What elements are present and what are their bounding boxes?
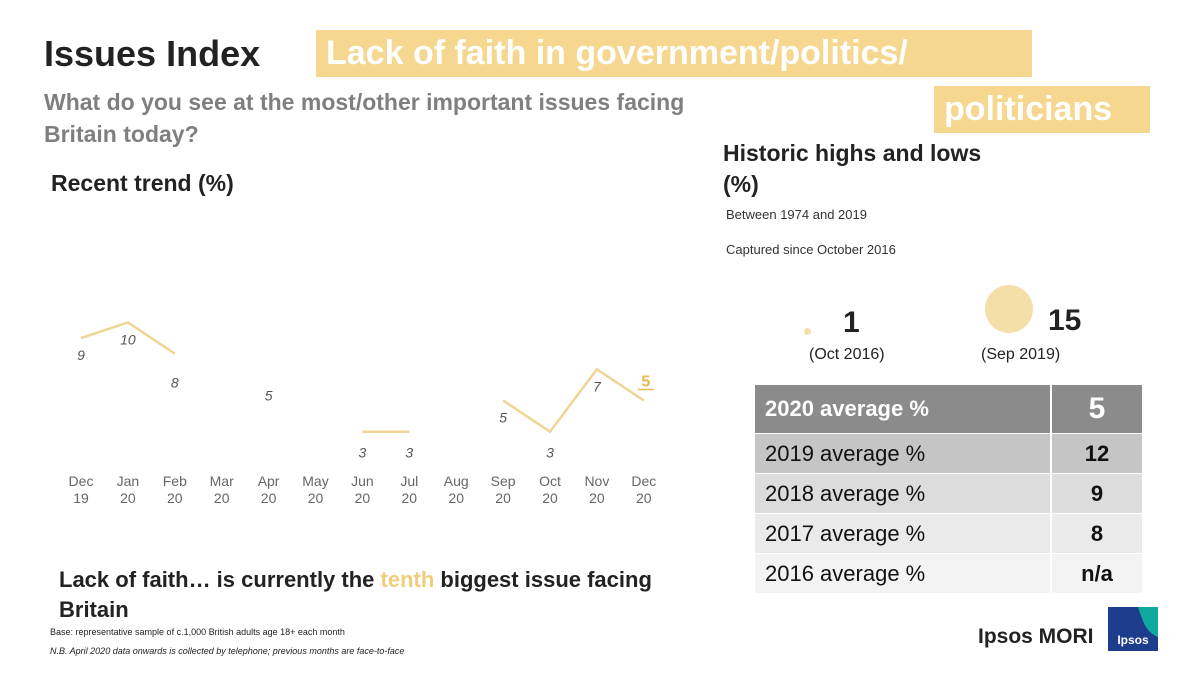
- data-label: 5: [499, 410, 507, 426]
- averages-table: 2020 average % 5 2019 average % 12 2018 …: [755, 385, 1142, 594]
- average-value: 12: [1050, 434, 1142, 474]
- average-value: 9: [1050, 474, 1142, 514]
- ipsos-logo-icon: Ipsos: [1108, 607, 1158, 651]
- table-row: 2019 average % 12: [755, 434, 1142, 474]
- data-label: 9: [77, 347, 85, 363]
- x-tick-label: Jul 20: [400, 473, 418, 506]
- topic-title-line2: politicians: [934, 86, 1150, 133]
- average-label: 2017 average %: [755, 514, 1050, 554]
- x-tick-label: Nov 20: [584, 473, 609, 506]
- page-title: Issues Index: [44, 33, 261, 74]
- table-row: 2020 average % 5: [755, 385, 1142, 434]
- table-row: 2016 average % n/a: [755, 554, 1142, 594]
- historic-high-value: 15: [1048, 304, 1082, 337]
- data-label: 5: [265, 388, 273, 404]
- x-tick-label: Jun 20: [351, 473, 374, 506]
- historic-captured-note: Captured since October 2016: [726, 242, 896, 257]
- average-label: 2019 average %: [755, 434, 1050, 474]
- x-tick-label: Jan 20: [117, 473, 140, 506]
- x-tick-label: Mar 20: [210, 473, 234, 506]
- x-tick-label: Apr 20: [258, 473, 280, 506]
- x-tick-label: Dec 19: [69, 473, 94, 506]
- x-tick-label: Aug 20: [444, 473, 469, 506]
- x-tick-label: Dec 20: [631, 473, 656, 506]
- data-label: 3: [359, 445, 367, 461]
- series-line: [80, 321, 176, 355]
- base-note: Base: representative sample of c.1,000 B…: [50, 627, 345, 637]
- data-label: 7: [593, 378, 602, 394]
- historic-high-dot: [985, 285, 1033, 333]
- historic-low-date: (Oct 2016): [809, 346, 885, 363]
- brand-name: Ipsos MORI: [978, 625, 1094, 648]
- rank-statement-end: biggest issue facing Britain: [59, 567, 652, 622]
- average-value: 5: [1050, 385, 1142, 434]
- series-line: [502, 367, 645, 434]
- average-label: 2018 average %: [755, 474, 1050, 514]
- x-tick-label: Sep 20: [491, 473, 516, 506]
- data-label: 8: [171, 375, 179, 391]
- historic-title: Historic highs and lows (%): [723, 140, 982, 197]
- average-value: n/a: [1050, 554, 1142, 594]
- trend-line-chart: 9 10 8 5 3 3 5 3 7 5 Dec 19 Jan 20 Feb 20 Mar 20 Apr 20 May 2…: [69, 321, 656, 506]
- data-label: 5: [641, 374, 650, 391]
- rank-statement-start: Lack of faith… is currently the: [59, 567, 381, 592]
- x-tick-label: May 20: [302, 473, 328, 506]
- table-row: 2018 average % 9: [755, 474, 1142, 514]
- historic-low-value: 1: [843, 306, 860, 339]
- average-label: 2016 average %: [755, 554, 1050, 594]
- historic-low-dot: [804, 328, 811, 335]
- rank-highlight: tenth: [380, 567, 435, 592]
- table-row: 2017 average % 8: [755, 514, 1142, 554]
- survey-question: What do you see at the most/other import…: [44, 89, 685, 147]
- historic-range-note: Between 1974 and 2019: [726, 207, 867, 222]
- historic-high-date: (Sep 2019): [981, 346, 1061, 363]
- x-tick-label: Feb 20: [163, 473, 187, 506]
- average-label: 2020 average %: [755, 385, 1050, 434]
- topic-title-line1: Lack of faith in government/politics/: [316, 30, 1032, 77]
- recent-trend-title: Recent trend (%): [51, 170, 234, 196]
- x-tick-label: Oct 20: [539, 473, 561, 506]
- average-value: 8: [1050, 514, 1142, 554]
- data-label: 3: [546, 445, 554, 461]
- nb-note: N.B. April 2020 data onwards is collecte…: [50, 646, 405, 656]
- rank-statement: Lack of faith… is currently the tenth bi…: [59, 565, 679, 625]
- data-label: 3: [405, 445, 413, 461]
- data-label: 10: [120, 332, 136, 348]
- svg-text:Ipsos: Ipsos: [1117, 633, 1149, 647]
